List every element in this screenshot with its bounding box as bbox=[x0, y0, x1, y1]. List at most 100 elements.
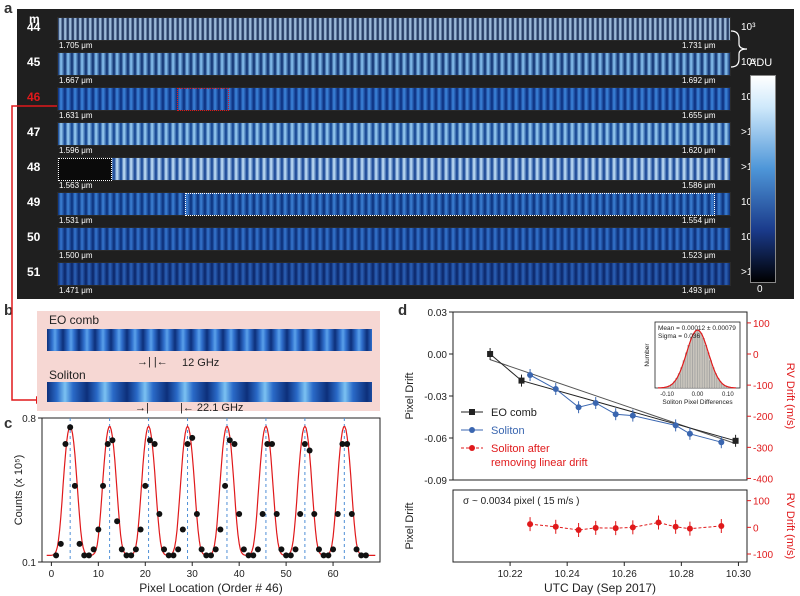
inset-x-tick-label: 0.00 bbox=[692, 392, 704, 398]
data-point bbox=[362, 552, 369, 559]
inset-x-axis-label: Soliton Pixel Differences bbox=[662, 399, 733, 406]
data-point bbox=[100, 482, 107, 489]
data-point bbox=[161, 546, 168, 553]
wavelength-start: 1.471 μm bbox=[59, 286, 93, 295]
right-tick-label: 100 bbox=[753, 319, 770, 330]
y-tick-label: -0.09 bbox=[424, 476, 447, 487]
sigma-annotation: σ ~ 0.0034 pixel ( 15 m/s ) bbox=[463, 496, 580, 507]
data-point bbox=[95, 526, 102, 533]
wavelength-start: 1.631 μm bbox=[59, 111, 93, 120]
data-point bbox=[273, 511, 280, 517]
data-point bbox=[71, 482, 78, 489]
residual-point bbox=[612, 525, 619, 532]
data-point bbox=[184, 440, 191, 447]
data-point bbox=[208, 552, 214, 559]
soliton-spacing-value: 22.1 GHz bbox=[196, 402, 244, 414]
inset-y-axis-label: Number bbox=[644, 343, 651, 367]
inset-bar bbox=[707, 352, 710, 389]
bottom-y-axis-label: Pixel Drift bbox=[404, 502, 416, 549]
data-point bbox=[259, 511, 266, 517]
right-tick-label: -400 bbox=[753, 474, 773, 485]
data-point bbox=[123, 552, 130, 559]
data-point bbox=[283, 552, 290, 559]
x-axis-label: UTC Day (Sep 2017) bbox=[544, 581, 656, 595]
order-number: 51 bbox=[27, 265, 41, 279]
data-point bbox=[278, 546, 285, 553]
legend-label: removing linear drift bbox=[491, 457, 588, 469]
x-axis-label: Pixel Location (Order # 46) bbox=[139, 581, 282, 595]
order-spectrum-strip bbox=[57, 17, 731, 41]
data-point bbox=[175, 546, 182, 553]
order-spectrum-strip bbox=[57, 227, 731, 251]
order-48-masked-box bbox=[58, 158, 112, 181]
data-point bbox=[142, 482, 149, 489]
fit-curve bbox=[46, 425, 376, 556]
soliton-point bbox=[672, 422, 679, 429]
soliton-point bbox=[629, 412, 636, 419]
data-point bbox=[203, 552, 210, 559]
wavelength-end: 1.620 μm bbox=[682, 146, 716, 155]
eo-comb-point bbox=[732, 437, 739, 444]
drift-chart: 0.03 0.00 -0.03 -0.06 -0.09 100 0 -100 -200 -300 -… bbox=[404, 308, 796, 595]
inset-bar bbox=[702, 338, 705, 389]
soliton-point bbox=[552, 386, 559, 392]
colorbar-zero-label: 0 bbox=[757, 284, 763, 295]
order-49-region-box bbox=[185, 193, 715, 216]
right-tick-label: 0 bbox=[753, 350, 759, 361]
order-spectrum-strip bbox=[57, 52, 731, 76]
order-number: 48 bbox=[27, 160, 41, 174]
y-tick-label: 0.8 bbox=[22, 414, 36, 425]
order-number: 49 bbox=[27, 195, 41, 209]
data-point bbox=[306, 447, 313, 454]
data-point bbox=[104, 440, 111, 447]
bottom-plot-frame bbox=[452, 489, 748, 563]
eo-comb-image bbox=[47, 329, 372, 351]
eo-spacing-label: 12 GHz bbox=[182, 357, 220, 369]
data-point bbox=[226, 437, 233, 444]
legend-marker bbox=[469, 409, 475, 415]
legend-marker bbox=[469, 427, 475, 433]
exposure-label: 10⁵ bbox=[741, 92, 757, 103]
data-point bbox=[132, 546, 139, 553]
residual-point bbox=[718, 523, 725, 529]
x-tick-label: 10.24 bbox=[555, 569, 580, 580]
data-point bbox=[339, 440, 346, 447]
data-point bbox=[109, 437, 116, 444]
y-axis-label: Counts (x 10⁵) bbox=[13, 455, 25, 526]
plot-frame bbox=[41, 417, 381, 563]
order-spectrum-strip bbox=[57, 122, 731, 146]
top-y-axis-label: Pixel Drift bbox=[404, 372, 416, 419]
soliton-point bbox=[527, 372, 534, 378]
inset-bar bbox=[704, 344, 708, 389]
x-tick-label: 20 bbox=[140, 569, 152, 580]
exposure-label: 10⁴ bbox=[741, 57, 757, 68]
data-point bbox=[198, 546, 205, 553]
data-point bbox=[189, 434, 196, 441]
inset-x-tick-label: 0.10 bbox=[722, 392, 734, 398]
eo-spacing-marker: →| |← bbox=[137, 356, 168, 368]
legend-label: Soliton bbox=[491, 425, 525, 437]
wavelength-start: 1.705 μm bbox=[59, 41, 93, 50]
wavelength-end: 1.554 μm bbox=[682, 216, 716, 225]
inset-bar bbox=[685, 352, 688, 389]
order-spectrum-strip bbox=[57, 157, 731, 181]
data-point bbox=[76, 540, 83, 547]
data-point bbox=[334, 511, 341, 517]
x-tick-label: 10.22 bbox=[498, 569, 523, 580]
exposure-label: 10⁵ bbox=[741, 197, 757, 208]
x-tick-label: 0 bbox=[49, 569, 55, 580]
data-point bbox=[53, 552, 60, 559]
data-point bbox=[128, 552, 135, 559]
data-point bbox=[212, 546, 219, 553]
wavelength-start: 1.667 μm bbox=[59, 76, 93, 85]
eo-comb-label: EO comb bbox=[49, 313, 100, 327]
y-tick-label: 0.1 bbox=[22, 558, 36, 569]
legend-label: EO comb bbox=[491, 407, 537, 419]
data-point bbox=[81, 552, 88, 559]
data-point bbox=[358, 552, 365, 559]
data-point bbox=[179, 526, 186, 533]
data-point bbox=[348, 511, 355, 517]
y-tick-label: -0.03 bbox=[424, 392, 447, 403]
residual-line bbox=[530, 522, 722, 531]
data-point bbox=[245, 552, 252, 559]
